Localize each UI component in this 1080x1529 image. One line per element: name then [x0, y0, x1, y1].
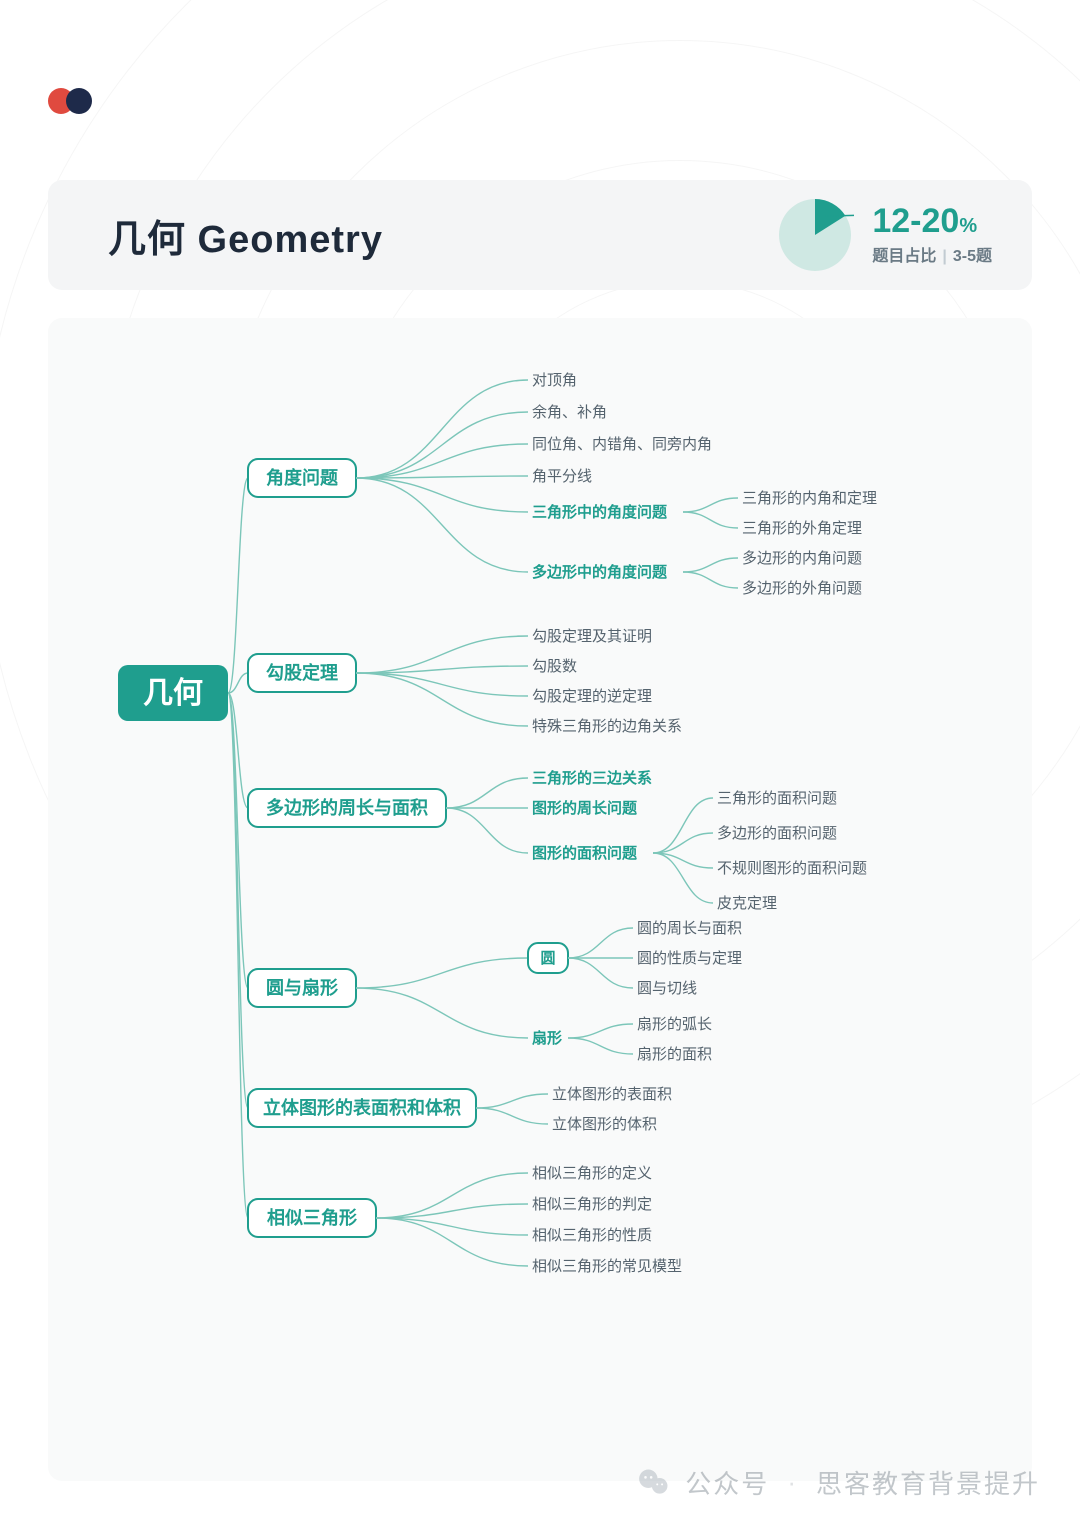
watermark-name: 思客教育背景提升 [816, 1464, 1040, 1501]
mindmap-leaf: 相似三角形的常见模型 [532, 1258, 682, 1275]
mindmap-leaf: 同位角、内错角、同旁内角 [532, 436, 712, 453]
mindmap-bold-leaf: 扇形 [532, 1029, 562, 1047]
brand-logo [48, 88, 92, 114]
mindmap-leaf: 相似三角形的定义 [532, 1165, 652, 1182]
mindmap-edge [568, 1024, 633, 1038]
mindmap-leaf: 相似三角形的性质 [532, 1227, 652, 1244]
mindmap-leaf: 圆的性质与定理 [637, 950, 742, 967]
watermark: 公众号 · 思客教育背景提升 [637, 1464, 1040, 1501]
mindmap-edge [683, 558, 738, 572]
mindmap-leaf: 扇形的面积 [637, 1046, 712, 1063]
mindmap-branch-label: 立体图形的表面积和体积 [263, 1097, 461, 1118]
mindmap-edge [446, 808, 528, 853]
mindmap-leaf: 多边形的外角问题 [742, 580, 862, 597]
mindmap-leaf: 余角、补角 [532, 403, 607, 421]
header-card: 几何 Geometry 12-20% 题目占比|3-5题 [48, 180, 1032, 290]
pie-chart-icon [776, 196, 854, 274]
mindmap-leaf: 相似三角形的判定 [532, 1196, 652, 1213]
mindmap-leaf: 勾股数 [532, 658, 577, 675]
mindmap-leaf: 圆与切线 [637, 980, 697, 997]
mindmap-leaf: 立体图形的表面积 [552, 1086, 672, 1103]
mindmap-leaf: 立体图形的体积 [552, 1116, 657, 1133]
header-stats: 12-20% 题目占比|3-5题 [776, 196, 992, 274]
mindmap-bold-leaf: 三角形的三边关系 [532, 769, 652, 787]
mindmap-edge [653, 798, 713, 853]
mindmap-bold-leaf: 多边形中的角度问题 [532, 563, 668, 581]
mindmap-leaf: 多边形的面积问题 [717, 825, 837, 842]
mindmap-edge [376, 1218, 528, 1235]
mindmap-branch-label: 多边形的周长与面积 [266, 797, 428, 818]
mindmap-svg: 几何角度问题对顶角余角、补角同位角、内错角、同旁内角角平分线三角形中的角度问题三… [48, 318, 1032, 1481]
mindmap-edge [356, 478, 528, 572]
wechat-icon [637, 1466, 671, 1500]
mindmap-edge [683, 572, 738, 588]
mindmap-bold-leaf: 三角形中的角度问题 [532, 503, 668, 521]
mindmap-edge [356, 988, 528, 1038]
mindmap-leaf: 三角形的内角和定理 [742, 490, 877, 507]
mindmap-bold-leaf: 图形的周长问题 [532, 799, 638, 817]
mindmap-branch-label: 勾股定理 [266, 662, 338, 683]
mindmap-leaf: 对顶角 [532, 372, 577, 389]
mindmap-card: 几何角度问题对顶角余角、补角同位角、内错角、同旁内角角平分线三角形中的角度问题三… [48, 318, 1032, 1481]
mindmap-edge [653, 833, 713, 853]
percent-subtitle: 题目占比|3-5题 [872, 242, 992, 266]
mindmap-edge [476, 1108, 548, 1124]
mindmap-leaf: 扇形的弧长 [637, 1016, 712, 1033]
mindmap-subnode-label: 圆 [540, 950, 555, 967]
mindmap-edge [568, 958, 633, 988]
mindmap-edge [356, 380, 528, 478]
mindmap-edge [356, 673, 528, 726]
mindmap-leaf: 多边形的内角问题 [742, 550, 862, 567]
mindmap-edge [683, 512, 738, 528]
mindmap-edge [356, 478, 528, 512]
mindmap-branch-label: 角度问题 [266, 467, 339, 488]
mindmap-branch-label: 相似三角形 [267, 1207, 357, 1228]
mindmap-bold-leaf: 图形的面积问题 [532, 844, 638, 862]
mindmap-edge [356, 444, 528, 478]
mindmap-leaf: 圆的周长与面积 [637, 920, 742, 937]
mindmap-edge [568, 928, 633, 958]
mindmap-leaf: 三角形的面积问题 [717, 790, 837, 807]
mindmap-edge [356, 673, 528, 696]
mindmap-leaf: 不规则图形的面积问题 [717, 860, 867, 877]
mindmap-leaf: 皮克定理 [717, 895, 777, 912]
mindmap-root-label: 几何 [143, 677, 203, 710]
watermark-prefix: 公众号 [685, 1464, 769, 1501]
mindmap-leaf: 勾股定理及其证明 [532, 628, 652, 645]
percent-value: 12-20% [872, 204, 992, 238]
mindmap-edge [446, 778, 528, 808]
mindmap-edge [228, 693, 248, 1218]
mindmap-edge [568, 1038, 633, 1054]
mindmap-leaf: 勾股定理的逆定理 [532, 688, 652, 705]
mindmap-edge [476, 1094, 548, 1108]
mindmap-branch-label: 圆与扇形 [266, 977, 338, 998]
mindmap-edge [356, 636, 528, 673]
mindmap-edge [376, 1218, 528, 1266]
mindmap-edge [683, 498, 738, 512]
mindmap-edge [356, 958, 528, 988]
mindmap-edge [228, 478, 248, 693]
mindmap-leaf: 三角形的外角定理 [742, 520, 862, 537]
mindmap-leaf: 角平分线 [532, 468, 592, 485]
page-title: 几何 Geometry [108, 208, 383, 263]
mindmap-leaf: 特殊三角形的边角关系 [532, 718, 682, 735]
